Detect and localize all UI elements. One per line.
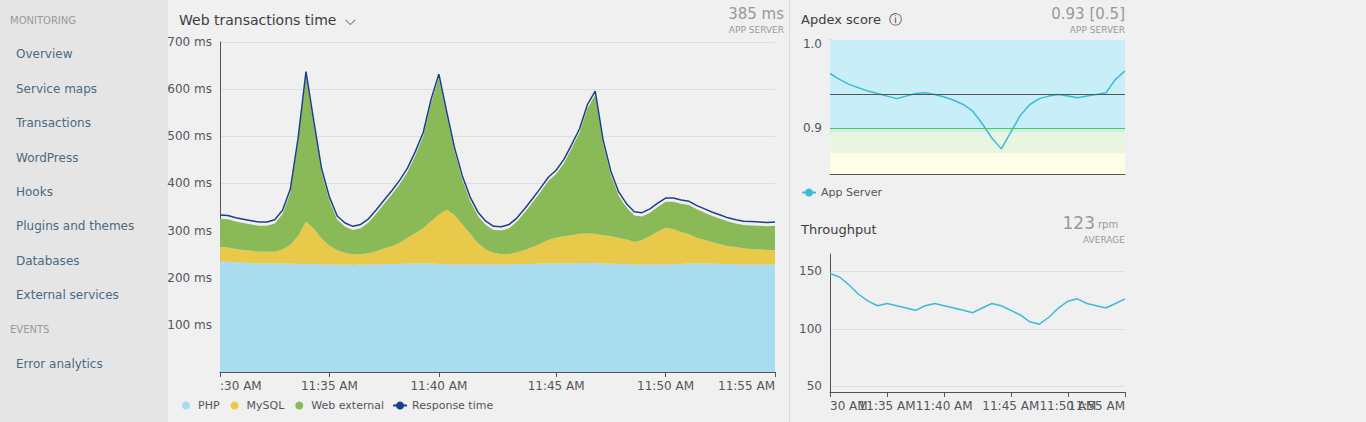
svg-text:200 ms: 200 ms	[167, 271, 212, 285]
svg-text:11:40 AM: 11:40 AM	[916, 399, 973, 413]
svg-text:Web external: Web external	[311, 399, 384, 412]
svg-text:APP SERVER: APP SERVER	[1070, 25, 1125, 35]
svg-text:MONITORING: MONITORING	[10, 15, 76, 26]
svg-text:WordPress: WordPress	[16, 151, 78, 165]
svg-text:Transactions: Transactions	[15, 116, 91, 130]
svg-text:100 ms: 100 ms	[167, 318, 212, 332]
svg-text:Databases: Databases	[16, 254, 80, 268]
svg-text:385 ms: 385 ms	[728, 5, 784, 23]
svg-text:0.93 [0.5]: 0.93 [0.5]	[1051, 5, 1125, 23]
svg-text:11:45 AM: 11:45 AM	[528, 379, 585, 393]
svg-text:Error analytics: Error analytics	[16, 357, 103, 371]
svg-text:1.0: 1.0	[803, 37, 822, 51]
svg-text:11:50 AM: 11:50 AM	[637, 379, 694, 393]
svg-text:100: 100	[799, 322, 822, 336]
svg-text:123: 123	[1063, 213, 1095, 233]
svg-text:300 ms: 300 ms	[167, 224, 212, 238]
svg-text:600 ms: 600 ms	[167, 82, 212, 96]
svg-text:30 AM: 30 AM	[830, 399, 868, 413]
svg-text:500 ms: 500 ms	[167, 129, 212, 143]
svg-text:Response time: Response time	[412, 399, 493, 412]
svg-text:Service maps: Service maps	[16, 82, 97, 96]
svg-text:Throughput: Throughput	[800, 222, 877, 237]
svg-text:150: 150	[799, 264, 822, 278]
svg-text:700 ms: 700 ms	[167, 35, 212, 49]
svg-text:400 ms: 400 ms	[167, 176, 212, 190]
svg-text:rpm: rpm	[1098, 219, 1118, 230]
svg-text:External services: External services	[16, 288, 119, 302]
svg-text:11:55 AM: 11:55 AM	[718, 379, 775, 393]
svg-text:Overview: Overview	[16, 47, 73, 61]
svg-text:0.9: 0.9	[803, 121, 822, 135]
svg-text:Apdex score ⓘ: Apdex score ⓘ	[801, 12, 902, 27]
svg-text:11:45 AM: 11:45 AM	[982, 399, 1039, 413]
svg-text:App Server: App Server	[821, 186, 883, 199]
svg-text:AVERAGE: AVERAGE	[1083, 235, 1125, 245]
svg-text:EVENTS: EVENTS	[10, 324, 49, 335]
svg-text::30 AM: :30 AM	[220, 379, 262, 393]
svg-text:11:35 AM: 11:35 AM	[859, 399, 916, 413]
svg-text:MySQL: MySQL	[247, 399, 286, 412]
svg-text:Hooks: Hooks	[16, 185, 53, 199]
svg-text:Plugins and themes: Plugins and themes	[16, 219, 134, 233]
svg-text:Web transactions time ⌵: Web transactions time ⌵	[179, 12, 356, 28]
svg-text:APP SERVER: APP SERVER	[729, 25, 784, 35]
svg-text:11:40 AM: 11:40 AM	[410, 379, 467, 393]
svg-text:11:55 AM: 11:55 AM	[1068, 399, 1125, 413]
svg-text:11:35 AM: 11:35 AM	[301, 379, 358, 393]
svg-text:50: 50	[807, 379, 822, 393]
svg-text:PHP: PHP	[198, 399, 220, 412]
